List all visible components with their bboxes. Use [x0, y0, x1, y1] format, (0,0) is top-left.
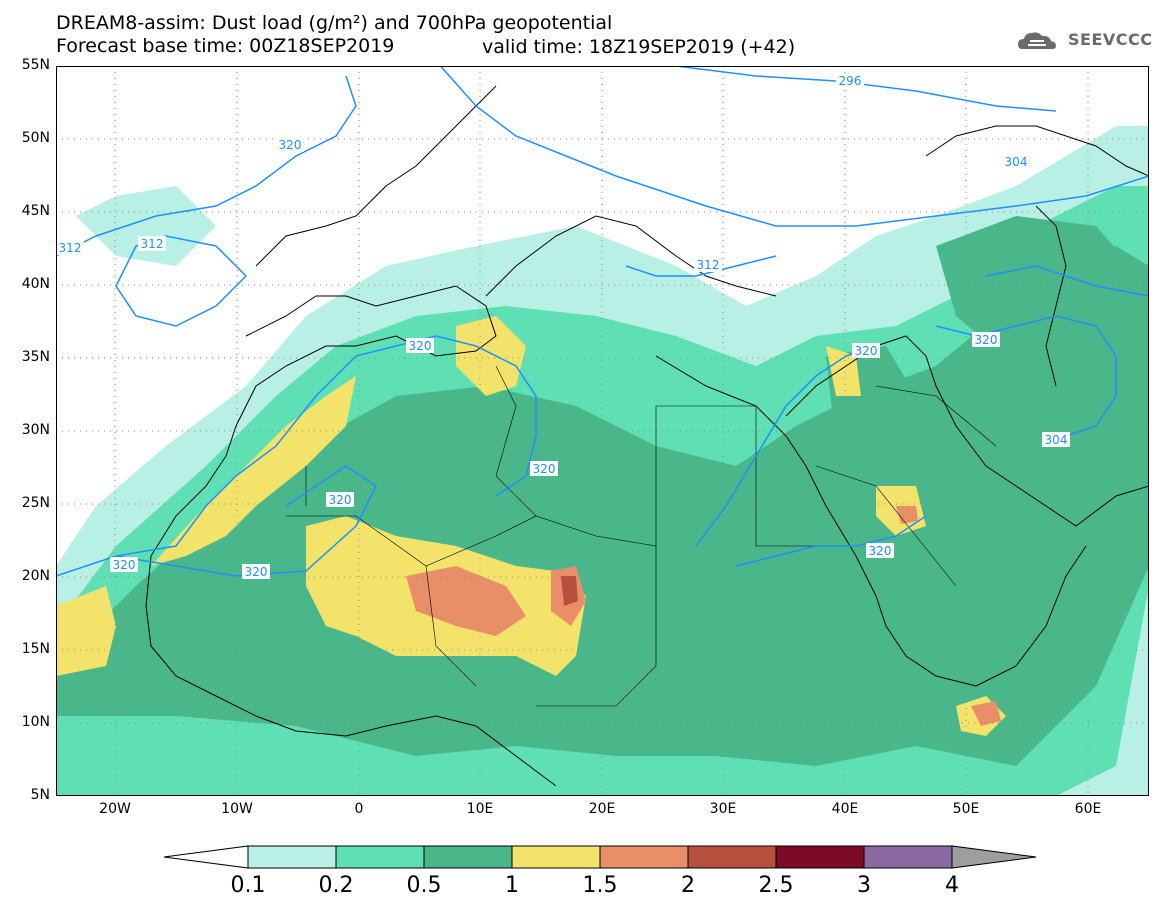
lon-label: 20E — [588, 801, 616, 817]
valid-time: valid time: 18Z19SEP2019 (+42) — [482, 36, 796, 58]
contour-label: 320 — [329, 493, 352, 507]
colorbar-segment — [335, 845, 425, 869]
lon-label: 50E — [952, 801, 980, 817]
colorbar — [163, 845, 1037, 869]
borders — [286, 365, 997, 707]
colorbar-label: 3 — [857, 873, 871, 898]
colorbar-label: 4 — [945, 873, 959, 898]
lat-label: 50N — [21, 130, 50, 146]
colorbar-segment — [951, 845, 1037, 869]
coastlines — [145, 85, 1149, 787]
contour-label: 320 — [409, 339, 432, 353]
lat-label: 40N — [21, 276, 50, 292]
contour-label: 312 — [141, 237, 164, 251]
lon-label: 10E — [466, 801, 494, 817]
colorbar-segment — [687, 845, 777, 869]
colorbar-label: 1 — [505, 873, 519, 898]
colorbar-label: 0.2 — [318, 873, 354, 898]
lat-label: 30N — [21, 422, 50, 438]
map-title: DREAM8-assim: Dust load (g/m²) and 700hP… — [56, 12, 613, 34]
colorbar-segment — [775, 845, 865, 869]
colorbar-label: 0.5 — [406, 873, 442, 898]
contour-labels: 296 304 312 312 320 320 320 320 320 320 … — [56, 73, 1070, 579]
lat-label: 55N — [21, 57, 50, 73]
lat-label: 10N — [21, 714, 50, 730]
lat-label: 20N — [21, 568, 50, 584]
lat-label: 25N — [21, 495, 50, 511]
lon-label: 10W — [221, 801, 253, 817]
contour-label: 296 — [839, 74, 862, 88]
dust-map: 296 304 312 312 320 320 320 320 320 320 … — [56, 66, 1149, 796]
contour-label: 320 — [855, 344, 878, 358]
colorbar-label: 2 — [681, 873, 695, 898]
lon-label: 0 — [354, 801, 364, 817]
dust-field — [56, 126, 1149, 796]
map-frame — [56, 66, 1149, 796]
contour-label: 320 — [533, 462, 556, 476]
colorbar-segment — [247, 845, 337, 869]
forecast-base-time: Forecast base time: 00Z18SEP2019 — [56, 35, 395, 57]
contour-label: 320 — [869, 544, 892, 558]
contour-label: 312 — [697, 258, 720, 272]
contour-label: 320 — [245, 565, 268, 579]
colorbar-segment — [423, 845, 513, 869]
lon-label: 60E — [1074, 801, 1102, 817]
lat-label: 5N — [30, 787, 50, 803]
geopotential-contours — [56, 66, 1149, 577]
grid — [56, 66, 1149, 796]
lon-label: 20W — [99, 801, 131, 817]
colorbar-segment — [599, 845, 689, 869]
lat-label: 35N — [21, 349, 50, 365]
colorbar-label: 2.5 — [758, 873, 794, 898]
colorbar-label: 1.5 — [582, 873, 618, 898]
contour-label: 320 — [113, 558, 136, 572]
contour-label: 320 — [975, 333, 998, 347]
logo-text: SEEVCCC — [1068, 30, 1153, 49]
cloud-icon — [1018, 32, 1056, 49]
lon-label: 30E — [709, 801, 737, 817]
contour-label: 304 — [1005, 155, 1028, 169]
lat-label: 45N — [21, 203, 50, 219]
lon-label: 40E — [831, 801, 859, 817]
colorbar-segment — [163, 845, 249, 869]
colorbar-label: 0.1 — [230, 873, 266, 898]
colorbar-segment — [511, 845, 601, 869]
contour-label: 312 — [59, 241, 82, 255]
lat-label: 15N — [21, 641, 50, 657]
contour-label: 304 — [1045, 433, 1068, 447]
contour-label: 320 — [279, 138, 302, 152]
colorbar-segment — [863, 845, 953, 869]
